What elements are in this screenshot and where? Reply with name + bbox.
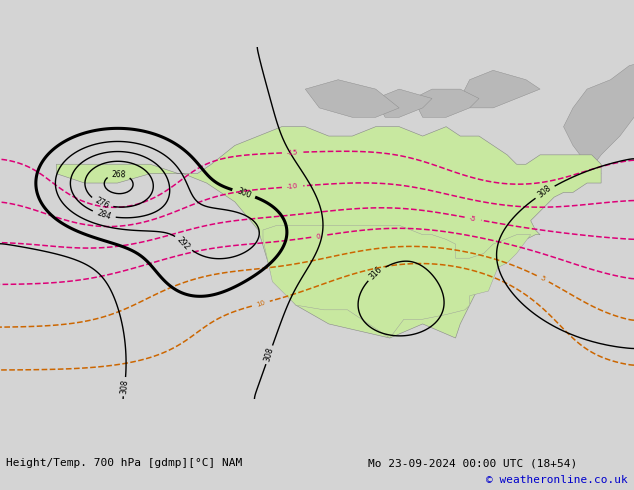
Text: 276: 276 (93, 196, 110, 211)
Text: © weatheronline.co.uk: © weatheronline.co.uk (486, 475, 628, 485)
Text: 308: 308 (263, 346, 276, 363)
Text: -15: -15 (287, 149, 299, 156)
Text: 284: 284 (96, 208, 112, 221)
Polygon shape (564, 61, 634, 173)
Polygon shape (460, 71, 540, 108)
Polygon shape (413, 89, 479, 117)
Text: 292: 292 (176, 235, 192, 252)
Polygon shape (376, 89, 432, 117)
Text: Height/Temp. 700 hPa [gdmp][°C] NAM: Height/Temp. 700 hPa [gdmp][°C] NAM (6, 458, 243, 468)
Polygon shape (56, 127, 601, 338)
Text: 308: 308 (536, 184, 553, 200)
Text: Mo 23-09-2024 00:00 UTC (18+54): Mo 23-09-2024 00:00 UTC (18+54) (368, 458, 577, 468)
Text: 268: 268 (112, 170, 126, 179)
Text: 300: 300 (235, 186, 252, 200)
Text: 0: 0 (316, 233, 321, 240)
Text: -5: -5 (469, 215, 477, 222)
Text: 308: 308 (119, 379, 130, 394)
Text: 10: 10 (256, 299, 266, 308)
Text: 316: 316 (368, 265, 384, 282)
Text: 5: 5 (540, 275, 547, 282)
Text: -10: -10 (287, 183, 299, 190)
Polygon shape (305, 80, 399, 117)
Polygon shape (263, 225, 531, 338)
